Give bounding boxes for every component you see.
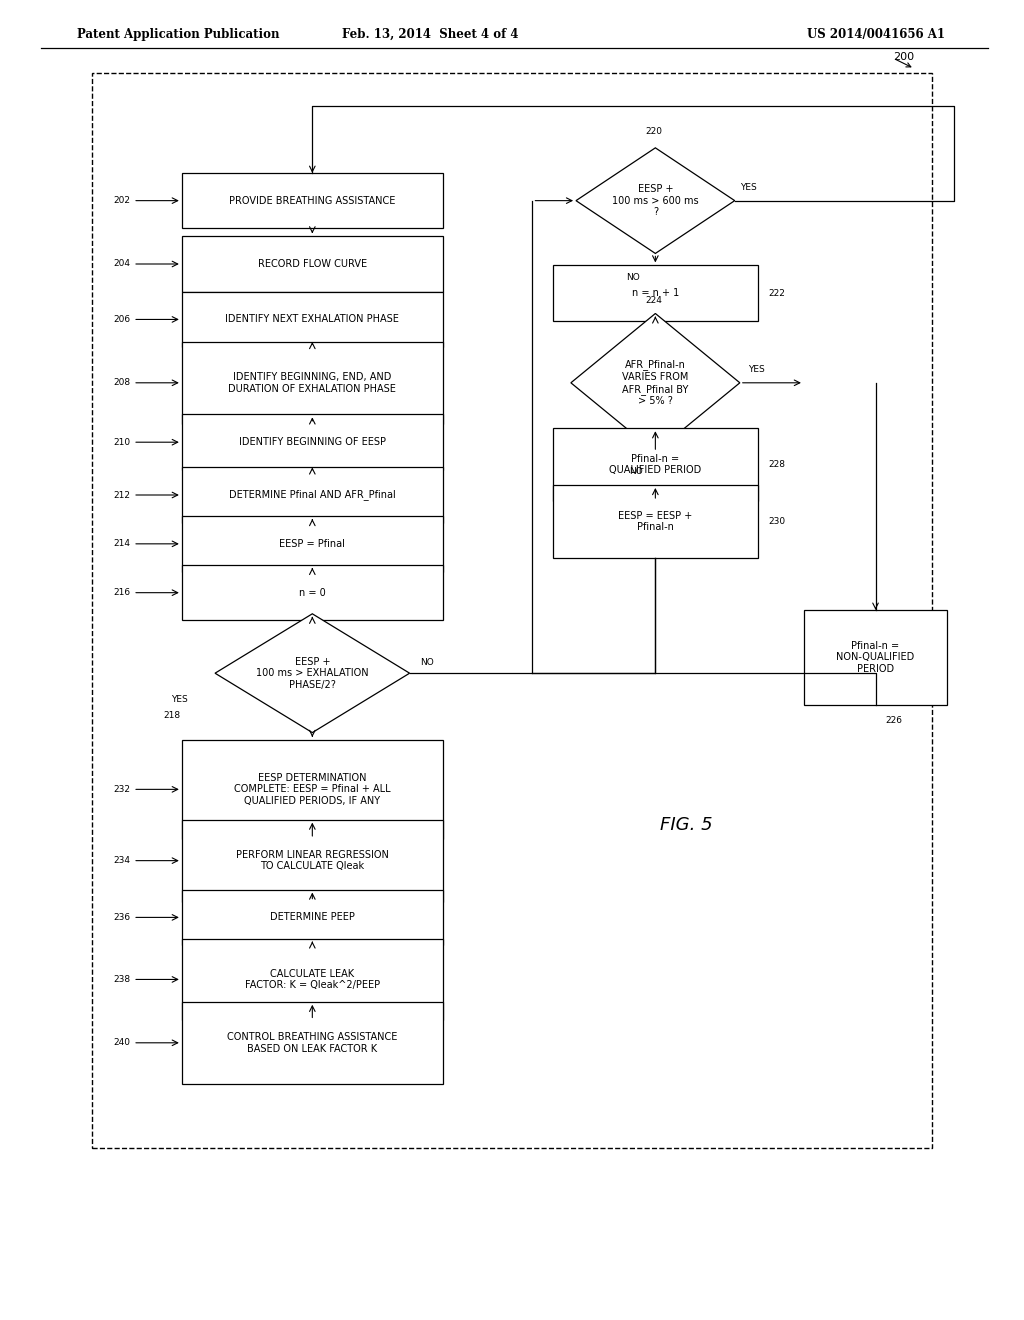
Text: DETERMINE PEEP: DETERMINE PEEP (270, 912, 354, 923)
FancyBboxPatch shape (553, 428, 758, 500)
Text: DETERMINE Pfinal AND AFR_Pfinal: DETERMINE Pfinal AND AFR_Pfinal (229, 490, 395, 500)
Text: PERFORM LINEAR REGRESSION
TO CALCULATE Qleak: PERFORM LINEAR REGRESSION TO CALCULATE Q… (236, 850, 389, 871)
FancyBboxPatch shape (182, 890, 442, 945)
Text: IDENTIFY BEGINNING, END, AND
DURATION OF EXHALATION PHASE: IDENTIFY BEGINNING, END, AND DURATION OF… (228, 372, 396, 393)
Text: AFR_Pfinal-n
VARIES FROM
AFR_Pfinal BY
> 5% ?: AFR_Pfinal-n VARIES FROM AFR_Pfinal BY >… (623, 359, 688, 407)
FancyBboxPatch shape (182, 414, 442, 470)
FancyBboxPatch shape (553, 484, 758, 557)
Text: Feb. 13, 2014  Sheet 4 of 4: Feb. 13, 2014 Sheet 4 of 4 (342, 28, 518, 41)
Text: CONTROL BREATHING ASSISTANCE
BASED ON LEAK FACTOR K: CONTROL BREATHING ASSISTANCE BASED ON LE… (227, 1032, 397, 1053)
Text: 240: 240 (113, 1039, 130, 1047)
FancyBboxPatch shape (182, 342, 442, 424)
Text: 228: 228 (768, 461, 785, 469)
FancyBboxPatch shape (182, 292, 442, 347)
Text: 234: 234 (113, 857, 130, 865)
Text: 222: 222 (768, 289, 784, 297)
Text: EESP DETERMINATION
COMPLETE: EESP = Pfinal + ALL
QUALIFIED PERIODS, IF ANY: EESP DETERMINATION COMPLETE: EESP = Pfin… (234, 772, 390, 807)
FancyBboxPatch shape (182, 820, 442, 902)
Text: n = n + 1: n = n + 1 (632, 288, 679, 298)
Text: YES: YES (748, 366, 765, 374)
FancyBboxPatch shape (553, 265, 758, 321)
FancyBboxPatch shape (182, 739, 442, 840)
Text: 216: 216 (113, 589, 130, 597)
Text: 230: 230 (768, 517, 785, 525)
Text: 206: 206 (113, 315, 130, 323)
Text: 200: 200 (893, 51, 914, 62)
Text: 226: 226 (886, 717, 903, 725)
Text: RECORD FLOW CURVE: RECORD FLOW CURVE (258, 259, 367, 269)
Text: NO: NO (630, 467, 643, 477)
Text: n = 0: n = 0 (299, 587, 326, 598)
Text: 214: 214 (113, 540, 130, 548)
FancyBboxPatch shape (182, 236, 442, 292)
Text: 210: 210 (113, 438, 130, 446)
Text: NO: NO (627, 273, 640, 281)
Text: PROVIDE BREATHING ASSISTANCE: PROVIDE BREATHING ASSISTANCE (229, 195, 395, 206)
FancyBboxPatch shape (182, 516, 442, 572)
FancyBboxPatch shape (182, 939, 442, 1020)
Text: 204: 204 (113, 260, 130, 268)
Text: Patent Application Publication: Patent Application Publication (77, 28, 280, 41)
Polygon shape (215, 614, 410, 733)
FancyBboxPatch shape (182, 467, 442, 523)
FancyBboxPatch shape (182, 1002, 442, 1084)
FancyBboxPatch shape (92, 73, 932, 1148)
Text: 220: 220 (645, 128, 663, 136)
Text: 236: 236 (113, 913, 130, 921)
FancyBboxPatch shape (182, 565, 442, 620)
Text: EESP +
100 ms > EXHALATION
PHASE/2?: EESP + 100 ms > EXHALATION PHASE/2? (256, 656, 369, 690)
Text: EESP +
100 ms > 600 ms
?: EESP + 100 ms > 600 ms ? (612, 183, 698, 218)
Text: IDENTIFY NEXT EXHALATION PHASE: IDENTIFY NEXT EXHALATION PHASE (225, 314, 399, 325)
Polygon shape (571, 314, 739, 451)
Text: 208: 208 (113, 379, 130, 387)
Text: 212: 212 (113, 491, 130, 499)
FancyBboxPatch shape (804, 610, 947, 705)
Text: FIG. 5: FIG. 5 (659, 816, 713, 834)
Text: 238: 238 (113, 975, 130, 983)
Text: YES: YES (739, 183, 757, 191)
Text: CALCULATE LEAK
FACTOR: K = Qleak^2/PEEP: CALCULATE LEAK FACTOR: K = Qleak^2/PEEP (245, 969, 380, 990)
Text: 224: 224 (645, 297, 662, 305)
Text: 232: 232 (113, 785, 130, 793)
Polygon shape (575, 148, 735, 253)
Text: 202: 202 (113, 197, 130, 205)
Text: 218: 218 (164, 711, 181, 719)
Text: EESP = EESP +
Pfinal-n: EESP = EESP + Pfinal-n (618, 511, 692, 532)
Text: Pfinal-n =
NON-QUALIFIED
PERIOD: Pfinal-n = NON-QUALIFIED PERIOD (837, 640, 914, 675)
Text: US 2014/0041656 A1: US 2014/0041656 A1 (807, 28, 944, 41)
FancyBboxPatch shape (182, 173, 442, 228)
Text: Pfinal-n =
QUALIFIED PERIOD: Pfinal-n = QUALIFIED PERIOD (609, 454, 701, 475)
Text: EESP = Pfinal: EESP = Pfinal (280, 539, 345, 549)
Text: YES: YES (171, 696, 187, 704)
Text: IDENTIFY BEGINNING OF EESP: IDENTIFY BEGINNING OF EESP (239, 437, 386, 447)
Text: NO: NO (420, 659, 433, 667)
